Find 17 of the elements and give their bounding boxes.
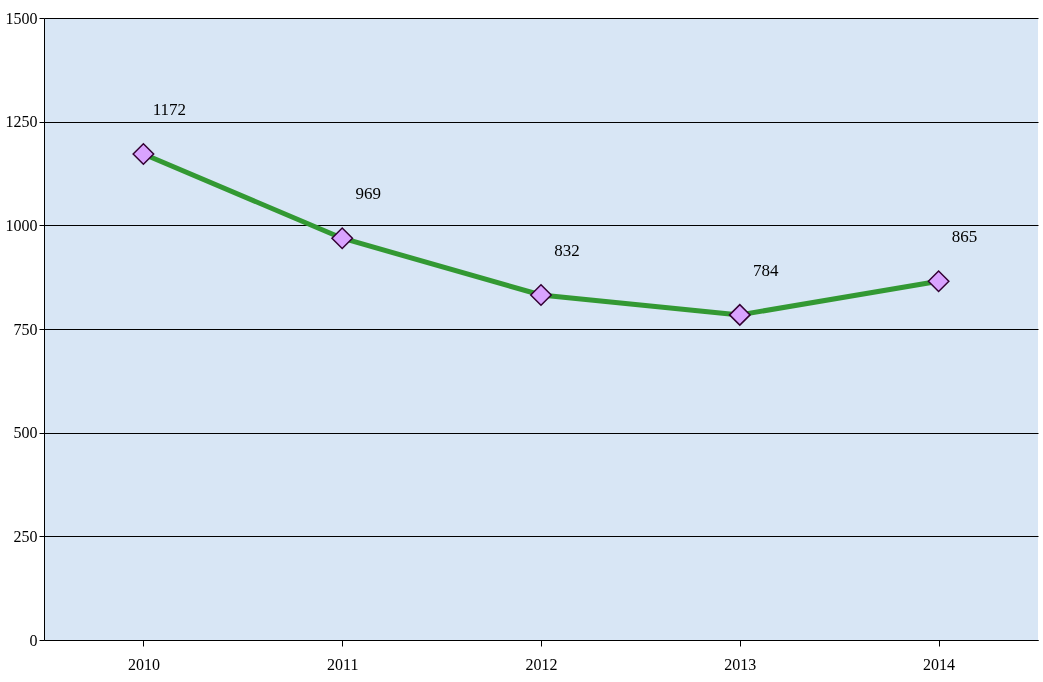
x-tick-label: 2014 <box>923 655 956 673</box>
x-tick-label: 2012 <box>525 655 558 673</box>
data-label: 784 <box>753 260 780 280</box>
x-tick-label: 2013 <box>724 655 757 673</box>
y-tick-label: 1500 <box>5 9 38 27</box>
data-label: 832 <box>554 241 580 260</box>
data-label: 1172 <box>152 100 187 120</box>
data-label: 865 <box>951 227 978 247</box>
data-label: 969 <box>355 184 381 204</box>
y-tick-label: 1250 <box>5 113 38 131</box>
y-tick-label: 250 <box>13 527 38 545</box>
y-tick-label: 750 <box>13 320 38 338</box>
y-tick-label: 1000 <box>5 216 38 234</box>
x-tick-label: 2010 <box>127 655 160 673</box>
y-tick-label: 500 <box>13 424 38 442</box>
y-tick-label: 0 <box>29 631 38 649</box>
x-tick-label: 2011 <box>327 655 359 673</box>
